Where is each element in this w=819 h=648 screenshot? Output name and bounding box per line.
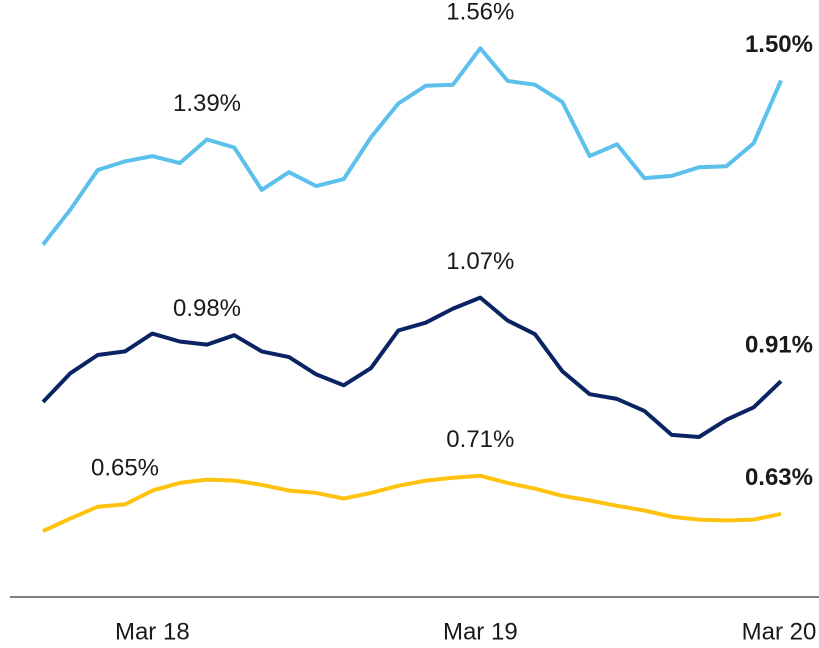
series-line	[41, 46, 783, 246]
data-label: 1.39%	[173, 90, 241, 117]
data-label: 0.71%	[446, 426, 514, 453]
series-line	[41, 295, 783, 439]
data-label: 0.63%	[745, 464, 813, 491]
data-label: 0.91%	[745, 331, 813, 358]
x-tick-label: Mar 20	[742, 618, 817, 645]
data-label: 0.98%	[173, 295, 241, 322]
data-label: 1.50%	[745, 31, 813, 58]
data-label: 1.07%	[446, 248, 514, 275]
data-label: 1.56%	[446, 0, 514, 26]
x-tick-label: Mar 19	[443, 618, 518, 645]
series-line	[42, 473, 782, 533]
x-tick-label: Mar 18	[115, 618, 190, 645]
data-label: 0.65%	[91, 455, 159, 482]
